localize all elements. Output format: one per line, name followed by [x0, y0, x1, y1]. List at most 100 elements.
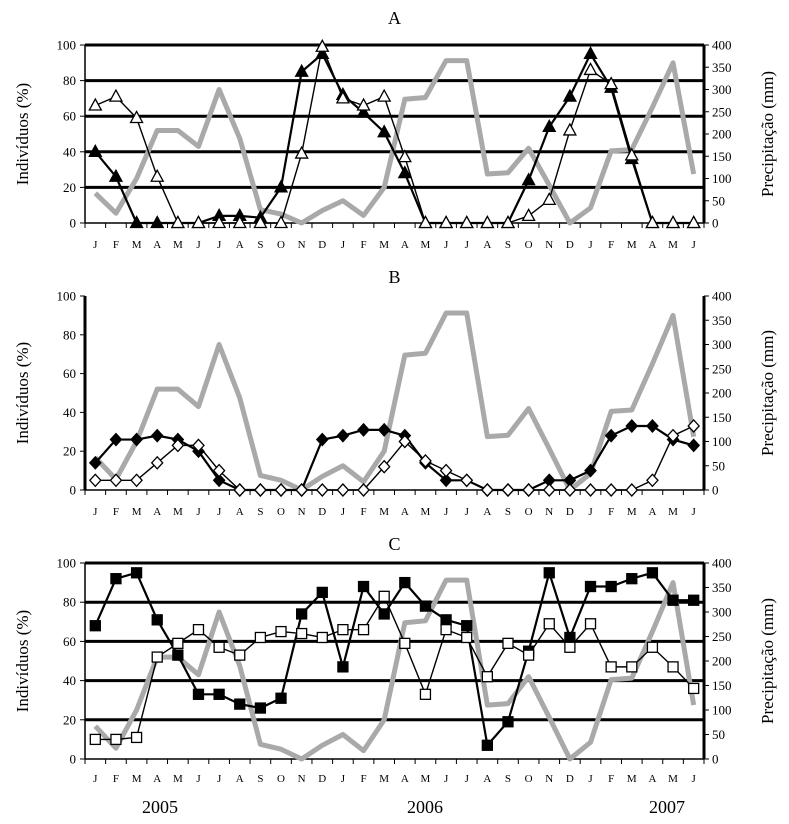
diamond-marker [212, 473, 226, 488]
square-marker [605, 661, 617, 673]
y2-tick-label: 350 [712, 60, 732, 75]
month-label: M [627, 239, 637, 251]
month-label: D [566, 239, 574, 251]
month-label: O [277, 239, 285, 251]
month-label: O [525, 239, 533, 251]
month-label: F [113, 506, 119, 518]
y2-tick-label: 200 [712, 386, 732, 401]
diamond-marker [357, 483, 370, 497]
square-marker [502, 716, 514, 728]
square-marker [192, 688, 205, 700]
diamond-marker [150, 428, 164, 443]
month-label: A [483, 239, 491, 251]
triangle-marker [88, 143, 103, 157]
month-label: A [153, 239, 161, 251]
month-label: S [257, 773, 263, 785]
month-label: J [444, 239, 449, 251]
month-label: M [379, 773, 389, 785]
month-label: O [277, 773, 285, 785]
month-label: S [257, 239, 263, 251]
month-label: J [196, 506, 201, 518]
y2-tick-label: 400 [712, 556, 732, 571]
diamond-marker [646, 419, 659, 433]
triangle-marker [315, 46, 330, 60]
square-marker [688, 594, 700, 606]
diamond-marker [522, 483, 535, 497]
triangle-marker [170, 215, 185, 229]
square-marker [502, 637, 514, 650]
square-marker [667, 594, 679, 606]
month-label: J [465, 239, 470, 251]
triangle-marker [191, 215, 206, 229]
month-label: J [444, 506, 449, 518]
triangle-marker [438, 215, 454, 229]
diamond-marker [357, 422, 370, 437]
month-label: J [444, 773, 449, 785]
square-marker [192, 623, 205, 636]
y2-tick-label: 250 [712, 104, 732, 119]
y2-tick-label: 50 [712, 458, 725, 473]
month-label: F [360, 506, 366, 518]
y2-tick-label: 100 [712, 434, 732, 449]
precipitation-line [93, 58, 697, 226]
triangle-marker [645, 215, 660, 229]
square-marker [564, 631, 576, 644]
y2-axis-title: Precipitação (mm) [758, 330, 777, 456]
y2-tick-label: 100 [712, 171, 732, 186]
month-label: N [545, 239, 553, 251]
y-tick-label: 100 [57, 38, 77, 53]
square-marker [275, 692, 287, 704]
month-label: D [318, 506, 326, 518]
diamond-marker [419, 453, 432, 468]
diamond-marker [212, 463, 226, 478]
y2-tick-label: 200 [712, 127, 732, 142]
y2-tick-label: 300 [712, 605, 732, 620]
square-marker [254, 631, 267, 644]
square-marker [688, 682, 700, 695]
y-axis-title: Indivíduos (%) [13, 342, 32, 444]
month-label: J [217, 773, 222, 785]
square-marker [295, 627, 308, 640]
year-label: 2005 [142, 797, 178, 817]
y2-tick-label: 350 [712, 580, 732, 595]
square-marker [481, 739, 494, 751]
month-label: A [401, 239, 409, 251]
triangle-marker [397, 165, 412, 179]
month-label: A [648, 506, 656, 518]
y2-tick-label: 150 [712, 410, 732, 425]
square-marker [378, 608, 390, 620]
month-label: M [421, 773, 431, 785]
month-label: S [257, 506, 263, 518]
triangle-marker [562, 122, 577, 136]
diamond-marker [625, 419, 639, 433]
diamond-marker [501, 483, 515, 497]
month-label: F [608, 239, 614, 251]
month-label: N [545, 773, 553, 785]
y2-tick-label: 0 [712, 752, 719, 767]
month-label: J [588, 506, 593, 518]
diamond-marker [666, 428, 680, 443]
month-label: A [401, 773, 409, 785]
diamond-marker [274, 483, 288, 497]
month-label: A [483, 506, 491, 518]
triangle-marker [377, 88, 392, 102]
y-tick-label: 80 [63, 73, 76, 88]
month-label: M [132, 773, 142, 785]
y2-tick-label: 400 [712, 38, 732, 53]
month-label: M [379, 506, 389, 518]
y2-tick-label: 150 [712, 678, 732, 693]
diamond-marker [192, 438, 205, 453]
month-label: O [525, 506, 533, 518]
diamond-marker [315, 432, 329, 447]
diamond-marker [584, 483, 597, 497]
triangle-marker [294, 63, 309, 77]
triangle-marker [108, 168, 124, 182]
month-label: J [588, 773, 593, 785]
square-marker [440, 614, 452, 626]
diamond-marker [439, 463, 453, 478]
square-marker [584, 618, 597, 630]
diamond-marker [604, 428, 618, 443]
diamond-marker [646, 473, 659, 488]
square-marker [234, 649, 246, 661]
